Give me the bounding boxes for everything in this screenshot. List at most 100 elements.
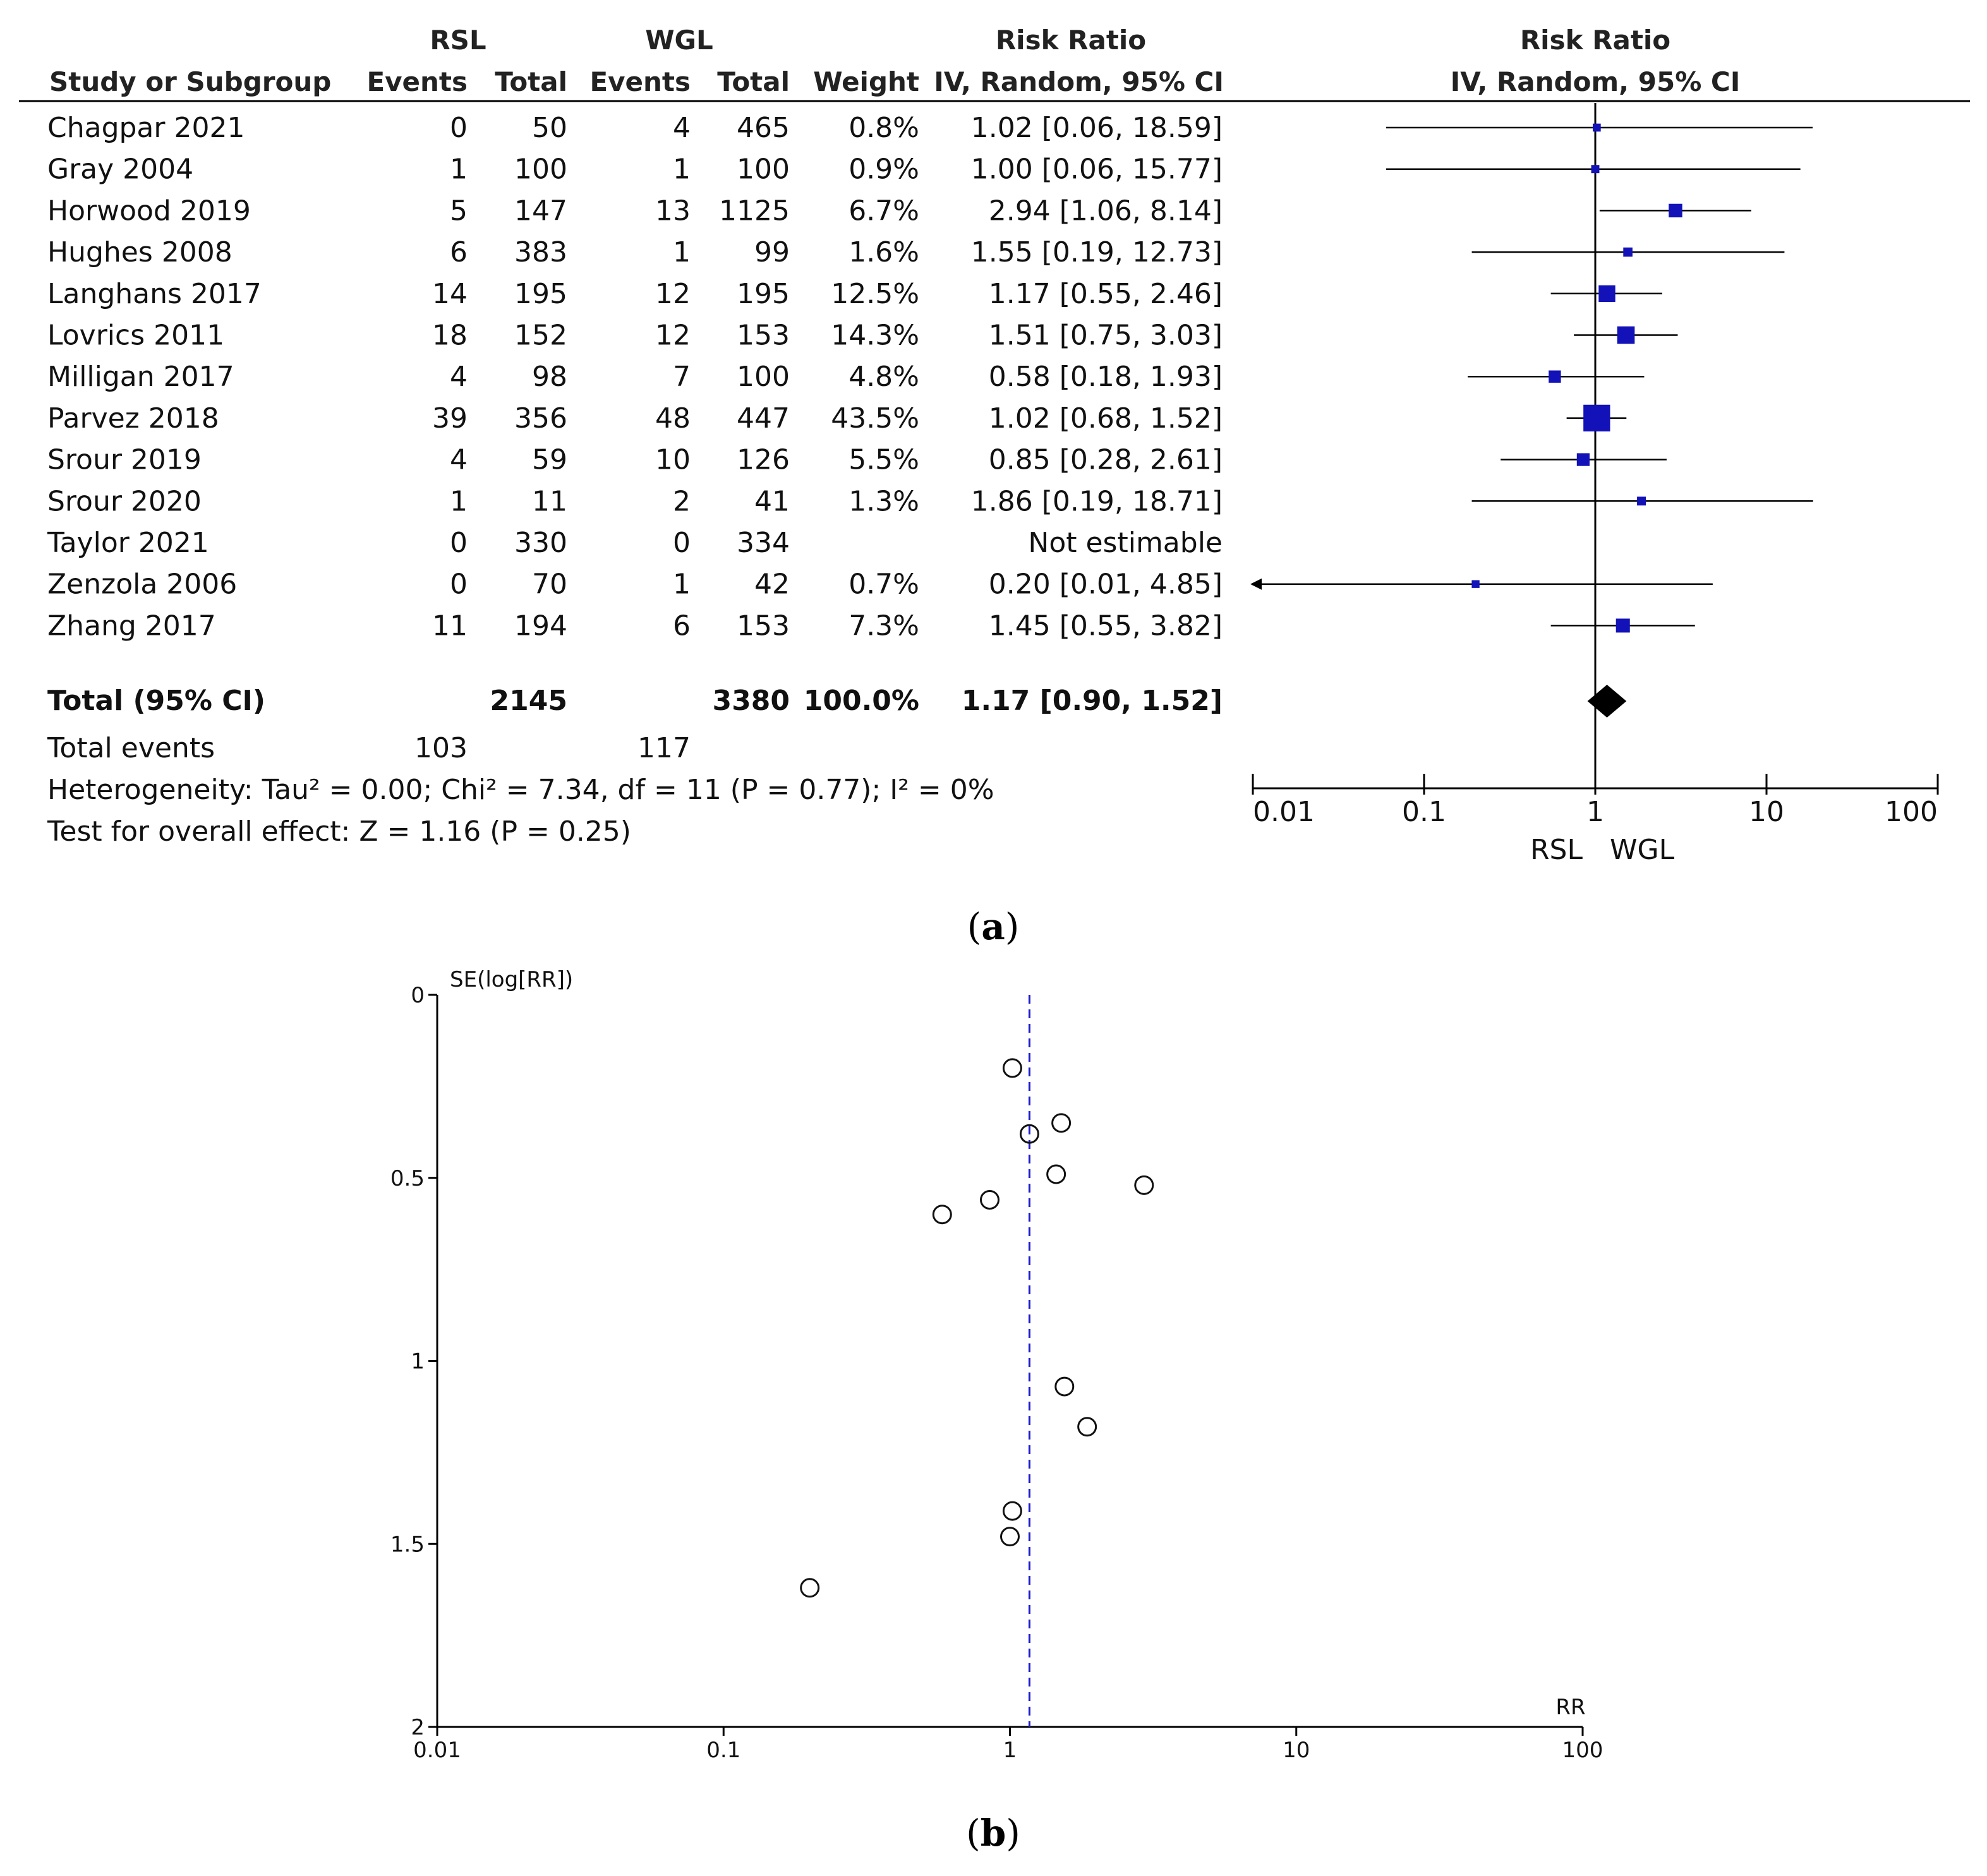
forest-tick-label: 0.1 [1402,796,1446,828]
study-name: Zhang 2017 [47,610,216,642]
rsl-group-header: RSL [430,25,486,56]
study-name: Hughes 2008 [47,236,233,268]
point-estimate [1623,247,1633,257]
funnel-x-label: RR [1555,1695,1585,1720]
col-study: Study or Subgroup [49,66,331,97]
cell-wgl-total: 41 [754,485,790,517]
cell-wgl-total: 153 [737,320,790,352]
rr-plot-group-header: Risk Ratio [1520,25,1670,56]
study-name: Chagpar 2021 [47,112,245,144]
cell-rsl-events: 14 [432,278,468,310]
cell-ci: 1.55 [0.19, 12.73] [971,236,1223,268]
cell-wgl-total: 99 [754,236,790,268]
study-point [1000,1527,1020,1547]
panel-a-letter: a [981,905,1005,948]
cell-ci: 1.86 [0.19, 18.71] [971,485,1223,517]
total-events-label: Total events [47,732,215,764]
cell-wgl-total: 153 [737,610,790,642]
study-point [1046,1164,1066,1184]
cell-rsl-events: 0 [450,527,468,559]
total-events-wgl: 117 [637,732,691,764]
cell-ci: 1.45 [0.55, 3.82] [989,610,1223,642]
cell-weight: 0.9% [849,153,919,186]
cell-wgl-events: 7 [673,361,691,393]
cell-weight: 1.6% [849,236,919,268]
cell-wgl-total: 100 [737,361,790,393]
funnel-y-label: SE(log[RR]) [450,967,573,992]
cell-rsl-events: 4 [450,444,468,476]
point-estimate [1576,453,1590,466]
cell-rsl-events: 11 [432,610,468,642]
point-estimate [1549,370,1561,383]
cell-rsl-total: 330 [514,527,567,559]
study-point [1002,1058,1022,1078]
funnel-x-tick-label: 100 [1562,1738,1603,1763]
cell-ci: 0.58 [0.18, 1.93] [989,361,1223,393]
cell-wgl-events: 1 [673,568,691,601]
cell-wgl-total: 465 [737,112,790,144]
cell-rsl-events: 5 [450,195,468,227]
point-estimate [1593,123,1601,132]
funnel-y-tick-label: 1 [411,1349,425,1374]
study-rows: Chagpar 2021 0 50 4 465 0.8% 1.02 [0.06, 18.59… [47,112,1223,642]
cell-weight: 12.5% [831,278,919,310]
pooled-diamond [1587,685,1627,718]
forest-plot: 0.01 0.1 1 10 100 RSL WGL [1250,103,1939,866]
forest-marks [1250,123,1813,718]
study-point [1019,1124,1039,1144]
cell-rsl-total: 152 [514,320,567,352]
panel-a-label: (a) [967,905,1020,948]
cell-weight: 14.3% [831,320,919,352]
cell-wgl-events: 48 [655,402,691,435]
study-name: Srour 2019 [47,444,202,476]
cell-rsl-total: 100 [514,153,567,186]
cell-wgl-events: 0 [673,527,691,559]
total-label: Total (95% CI) [47,685,265,717]
funnel-x-ticks: 0.01 0.1 1 10 100 [413,1727,1603,1763]
cell-wgl-events: 10 [655,444,691,476]
cell-rsl-events: 0 [450,568,468,601]
cell-rsl-total: 356 [514,402,567,435]
ci-arrow [1250,578,1262,590]
point-estimate [1617,326,1635,344]
cell-rsl-events: 39 [432,402,468,435]
total-weight: 100.0% [804,685,919,717]
col-wgl-events: Events [589,66,691,97]
col-rsl-total: Total [495,66,567,97]
study-name: Milligan 2017 [47,361,234,393]
total-wgl: 3380 [713,685,790,717]
cell-rsl-total: 195 [514,278,567,310]
study-point [1051,1113,1072,1133]
cell-rsl-events: 0 [450,112,468,144]
funnel-y-tick-label: 2 [411,1715,425,1740]
cell-wgl-events: 13 [655,195,691,227]
total-events-rsl: 103 [414,732,468,764]
point-estimate [1616,618,1630,633]
study-name: Taylor 2021 [47,527,209,559]
study-name: Gray 2004 [47,153,193,186]
cell-ci: 1.00 [0.06, 15.77] [971,153,1223,186]
panel-b-letter: b [981,1812,1006,1855]
wgl-group-header: WGL [645,25,713,56]
total-rsl: 2145 [490,685,567,717]
funnel-points [800,1058,1154,1598]
cell-ci: 1.02 [0.06, 18.59] [971,112,1223,144]
cell-rsl-events: 1 [450,485,468,517]
cell-rsl-total: 383 [514,236,567,268]
cell-wgl-total: 126 [737,444,790,476]
cell-ci: 0.20 [0.01, 4.85] [989,568,1223,601]
funnel-x-tick-label: 10 [1283,1738,1310,1763]
cell-wgl-total: 447 [737,402,790,435]
funnel-y-tick-label: 0 [411,983,425,1008]
col-weight: Weight [813,66,919,97]
heterogeneity-text: Heterogeneity: Tau² = 0.00; Chi² = 7.34,… [47,774,994,806]
point-estimate [1598,285,1616,302]
cell-ci: 2.94 [1.06, 8.14] [989,195,1223,227]
funnel-x-tick-label: 1 [1003,1738,1017,1763]
cell-wgl-total: 1125 [719,195,790,227]
cell-rsl-total: 11 [532,485,567,517]
cell-wgl-events: 1 [673,153,691,186]
forest-tick-label: 1 [1586,796,1604,828]
cell-rsl-total: 147 [514,195,567,227]
